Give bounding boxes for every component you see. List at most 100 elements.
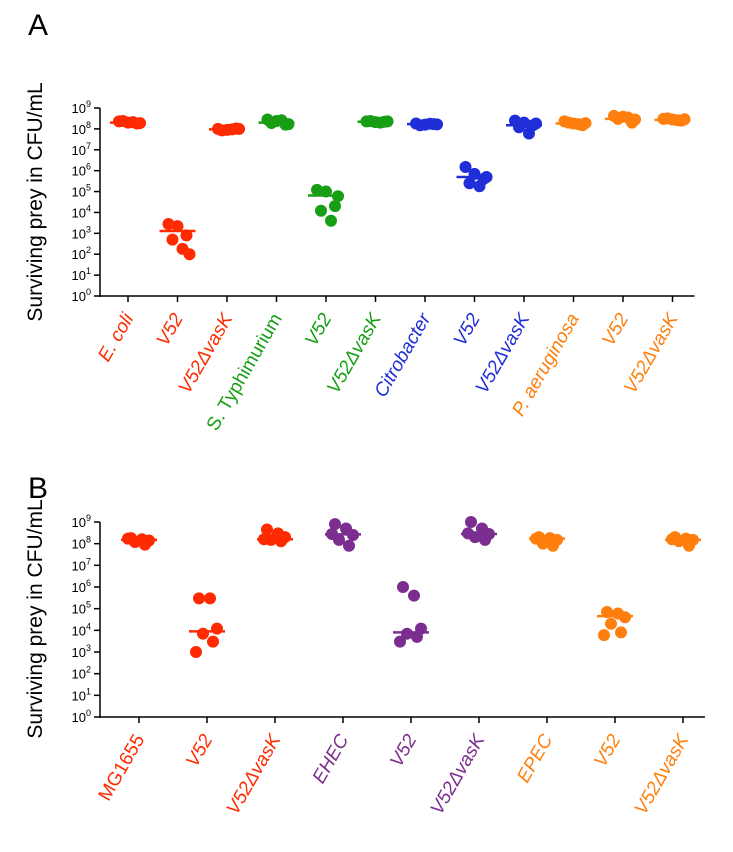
y-tick-label: 102 [72,245,91,262]
data-point [282,118,295,131]
data-point [207,635,219,648]
data-point [459,160,472,173]
data-point [661,112,674,125]
category-group: V52 [153,217,196,350]
y-tick-label: 109 [72,513,91,530]
data-point [523,127,535,140]
y-tick-label: 105 [72,183,91,200]
y-tick-label: 102 [72,665,91,682]
y-tick-label: 109 [72,99,91,116]
data-point [397,581,409,593]
data-point [197,627,209,640]
category-group: V52ΔvasK [472,114,542,397]
x-tick-label: V52ΔvasK [223,730,286,819]
y-tick-label: 106 [72,578,91,595]
category-group: MG1655 [95,532,157,805]
y-tick-label: 100 [72,708,91,725]
x-tick-label: E. coli [94,309,138,365]
data-point [171,220,184,233]
data-point [408,589,420,602]
data-point [162,217,175,230]
y-axis-label: Surviving prey in CFU/mL [24,82,47,321]
category-group: E. coli [94,114,146,365]
y-tick-label: 103 [72,643,91,660]
data-point [183,248,196,261]
category-group: EHEC [309,518,361,787]
data-point [166,233,179,246]
y-tick-label: 100 [72,287,91,304]
y-tick-label: 107 [72,141,91,158]
category-group: P. aeruginosa [508,115,592,420]
data-point [598,629,610,642]
data-point [329,518,341,531]
category-group: V52ΔvasK [631,531,701,818]
category-group: V52 [386,581,429,771]
data-point [193,592,205,605]
y-tick-label: 108 [72,120,91,137]
data-point [190,646,202,658]
data-point [275,535,287,548]
y-axis-label: Surviving prey in CFU/mL [24,499,47,738]
panel-a: A Surviving prey in CFU/mL 109 108 107 106 105… [24,9,695,435]
x-tick-label: V52 [182,731,217,771]
category-group: EPEC [513,531,565,786]
data-point [411,630,423,643]
panel-letter: A [28,9,48,42]
data-point [605,617,617,630]
category-group: V52ΔvasK [427,516,497,818]
category-group: Citrobacter [371,117,443,401]
y-tick-label: 103 [72,224,91,241]
data-point [465,516,477,528]
y-tick-label: 108 [72,535,91,552]
category-group: V52ΔvasK [223,523,293,819]
panel-letter: B [28,472,48,505]
data-point [139,538,151,551]
x-tick-label: V52 [153,310,188,350]
data-point [261,523,273,536]
data-point [394,635,406,648]
x-tick-label: EHEC [309,731,354,787]
data-point [325,214,337,227]
data-point [615,626,627,639]
data-point [180,229,193,242]
x-tick-label: MG1655 [95,731,150,805]
y-tick-label: 101 [72,686,91,703]
data-point [311,183,323,196]
data-point [473,180,486,193]
category-group: S. Typhimurium [203,113,295,435]
category-group: V52 [182,592,225,771]
data-point [683,539,695,552]
x-tick-label: V52ΔvasK [427,730,490,819]
data-point [329,200,341,213]
y-tick-label: 101 [72,266,91,283]
x-tick-label: V52 [386,731,421,771]
data-point [315,204,327,217]
x-tick-label: V52 [450,310,485,350]
data-point [513,121,525,134]
y-tick-label: 104 [72,621,91,638]
data-point [204,592,216,605]
x-tick-label: V52 [301,310,336,350]
data-point [463,177,476,190]
data-point [530,117,542,130]
y-tick-label: 106 [72,162,91,179]
category-group: V52ΔvasK [323,114,394,397]
x-tick-label: V52 [590,731,625,771]
x-tick-label: V52 [598,310,633,350]
y-tick-label: 104 [72,203,91,220]
data-point [547,539,559,552]
x-tick-label: V52ΔvasK [631,730,694,819]
x-tick-label: EPEC [513,731,557,787]
data-point [479,533,491,546]
data-point [211,622,223,635]
category-group: V52 [598,109,641,350]
category-group: V52ΔvasK [620,112,691,397]
data-point [343,539,355,552]
category-group: V52 [301,183,344,350]
data-point [117,114,129,127]
y-tick-label: 105 [72,600,91,617]
y-tick-label: 107 [72,556,91,573]
category-group: V52 [450,160,493,350]
